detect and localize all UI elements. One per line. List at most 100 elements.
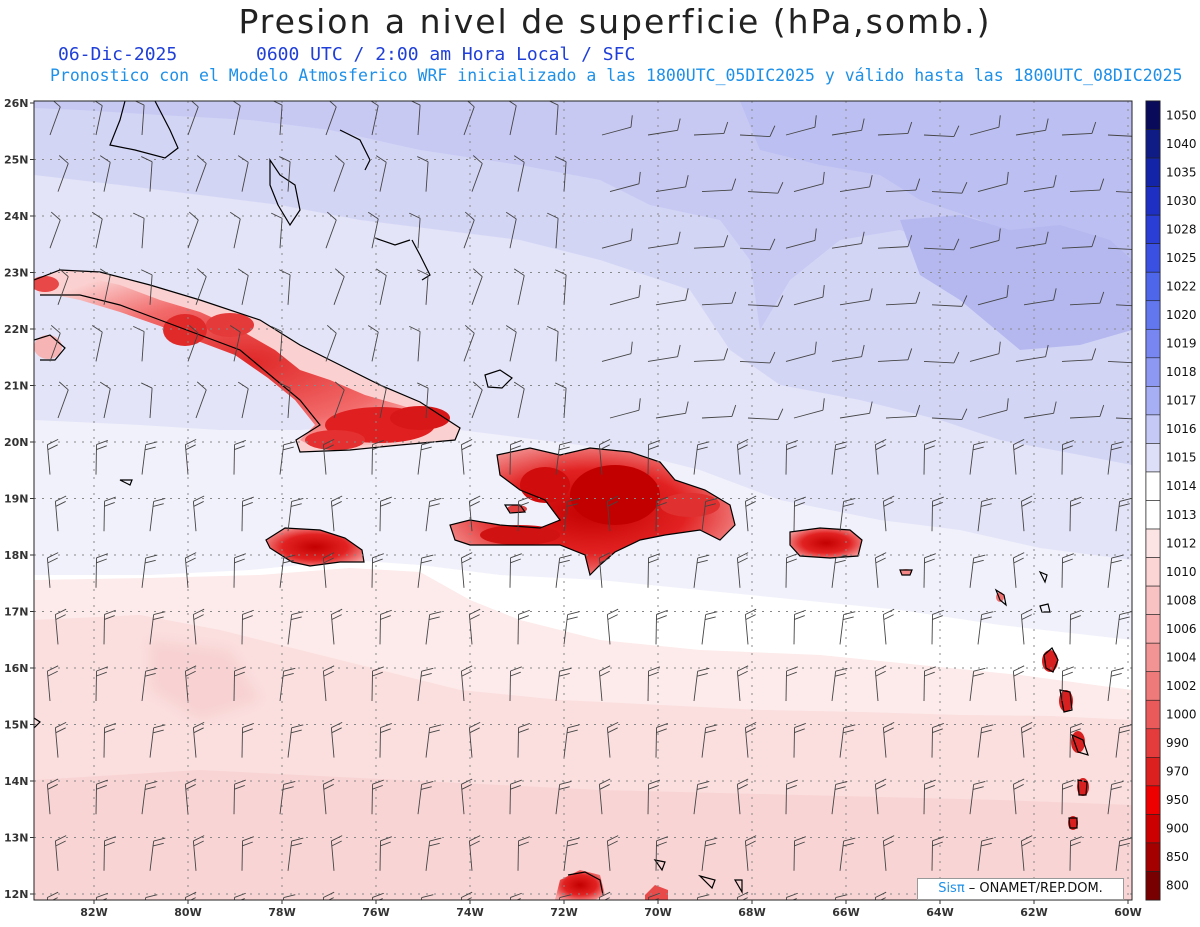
wind-barb [46, 778, 59, 815]
legend-label: 1019 [1166, 337, 1197, 351]
wind-barb [655, 609, 668, 645]
wind-barb [233, 553, 246, 588]
wind-barb [1061, 348, 1097, 362]
wind-barb [647, 231, 681, 249]
wind-barb [555, 441, 572, 475]
wind-barb [195, 155, 207, 192]
wind-barb [417, 781, 434, 815]
wind-barb [279, 269, 291, 305]
wind-barb [333, 268, 345, 305]
legend-swatch [1145, 642, 1161, 673]
wind-barb [931, 182, 968, 194]
wind-barb [655, 836, 668, 871]
wind-barb [241, 609, 254, 645]
lon-label: 68W [738, 906, 765, 919]
legend-label: 1010 [1166, 565, 1197, 579]
wind-barb [333, 381, 345, 419]
legend-label: 1040 [1166, 137, 1197, 151]
wind-barb [701, 611, 718, 645]
wind-barb [977, 498, 994, 532]
wind-barb [882, 608, 895, 645]
wind-barb [57, 381, 69, 419]
wind-barb [517, 723, 530, 758]
wind-barb [46, 665, 59, 702]
wind-barb [379, 836, 392, 871]
wind-barb [333, 155, 345, 192]
legend-label: 850 [1166, 850, 1189, 864]
wind-barb [54, 722, 67, 758]
wind-barb [322, 665, 335, 702]
wind-barb [96, 892, 108, 900]
wind-barb [233, 440, 246, 475]
wind-barb [977, 171, 1009, 193]
legend-label: 1035 [1166, 165, 1197, 179]
wind-barb [417, 441, 434, 475]
legend-label: 1028 [1166, 222, 1197, 236]
wind-barb [471, 268, 483, 305]
wind-barb [744, 495, 757, 532]
wind-barb [237, 268, 249, 305]
wind-barb [509, 666, 522, 702]
wind-barb [509, 440, 522, 475]
wind-barb [655, 723, 668, 758]
credit-text: – ONAMET/REP.DOM. [964, 881, 1103, 896]
wind-barb [367, 325, 379, 362]
wind-barb [330, 608, 343, 645]
wind-barb [931, 836, 944, 871]
legend-label: 1030 [1166, 194, 1197, 208]
lat-label: 26N [4, 97, 29, 110]
wind-barb [103, 836, 116, 871]
wind-barb [874, 439, 887, 475]
wind-barb [793, 609, 806, 645]
wind-barb [133, 325, 145, 362]
wind-barb [839, 724, 856, 758]
wind-barb [839, 288, 873, 306]
lon-label: 72W [550, 906, 577, 919]
wind-barb [1115, 611, 1132, 645]
wind-barb [460, 552, 473, 588]
wind-barb [149, 498, 166, 532]
wind-barb [696, 894, 710, 900]
wind-barb [271, 212, 283, 249]
wind-barb [931, 295, 968, 307]
wind-barb [744, 835, 757, 871]
wind-barb [184, 439, 197, 475]
lat-label: 19N [4, 493, 29, 506]
wind-barb [468, 722, 481, 758]
wind-barb [736, 778, 749, 815]
wind-barb [1061, 235, 1097, 249]
wind-barb [739, 125, 776, 138]
wind-barb [693, 348, 729, 362]
lon-label: 78W [268, 906, 295, 919]
wind-barb [287, 611, 304, 645]
forecast-time: 0600 UTC / 2:00 am Hora Local / SFC [256, 44, 636, 65]
legend-label: 1013 [1166, 508, 1197, 522]
lat-label: 22N [4, 323, 29, 336]
wind-barb [149, 724, 166, 758]
wind-barb [94, 101, 103, 136]
lon-label: 76W [362, 906, 389, 919]
wind-barb [144, 894, 158, 900]
wind-barb [885, 291, 921, 306]
wind-barb [793, 723, 806, 758]
legend-label: 990 [1166, 736, 1189, 750]
legend-label: 1017 [1166, 394, 1197, 408]
legend-swatch [1145, 671, 1161, 701]
legend-label: 1050 [1166, 108, 1197, 122]
wind-barb [839, 175, 873, 193]
wind-barb [425, 724, 442, 758]
wind-barb [379, 723, 392, 758]
wind-barb [49, 211, 61, 249]
wind-barb [513, 155, 525, 192]
wind-barb [187, 101, 199, 136]
wind-barb [1069, 723, 1082, 758]
wind-barb [409, 212, 421, 249]
wind-barb [417, 382, 429, 419]
wind-barb [874, 552, 887, 588]
wind-barb [141, 156, 153, 192]
wind-barb [54, 608, 67, 645]
wind-barb [647, 344, 681, 362]
legend-swatch [1145, 699, 1161, 730]
legend-label: 900 [1166, 822, 1189, 836]
wind-barb [931, 496, 944, 532]
